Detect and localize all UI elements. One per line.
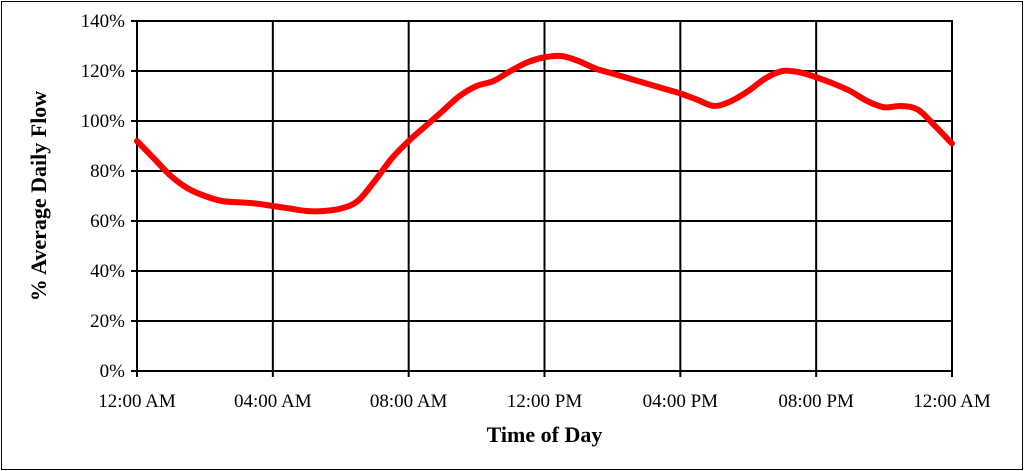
x-tick-label: 08:00 PM — [778, 391, 854, 412]
x-tick-label: 04:00 AM — [234, 391, 312, 412]
y-tick-label: 0% — [100, 361, 126, 382]
y-axis-title: % Average Daily Flow — [26, 91, 51, 301]
y-tick-label: 100% — [81, 111, 126, 132]
y-tick-label: 140% — [81, 11, 126, 32]
x-axis-ticks: 12:00 AM 04:00 AM 08:00 AM 12:00 PM 04:00 PM… — [98, 371, 991, 412]
y-axis-ticks: 0% 20% 40% 60% 80% 100% 120% 140% — [81, 11, 137, 382]
x-tick-label: 12:00 PM — [507, 391, 583, 412]
y-tick-label: 40% — [90, 261, 125, 282]
y-tick-label: 120% — [81, 61, 126, 82]
series-line — [134, 52, 955, 215]
y-tick-label: 60% — [90, 211, 125, 232]
x-tick-label: 12:00 AM — [98, 391, 176, 412]
x-tick-label: 12:00 AM — [913, 391, 991, 412]
x-axis-title: Time of Day — [487, 422, 603, 447]
x-tick-label: 08:00 AM — [370, 391, 448, 412]
y-tick-label: 80% — [90, 161, 125, 182]
series-group — [134, 52, 955, 215]
x-tick-label: 04:00 PM — [643, 391, 719, 412]
grid — [137, 21, 952, 371]
y-tick-label: 20% — [90, 311, 125, 332]
